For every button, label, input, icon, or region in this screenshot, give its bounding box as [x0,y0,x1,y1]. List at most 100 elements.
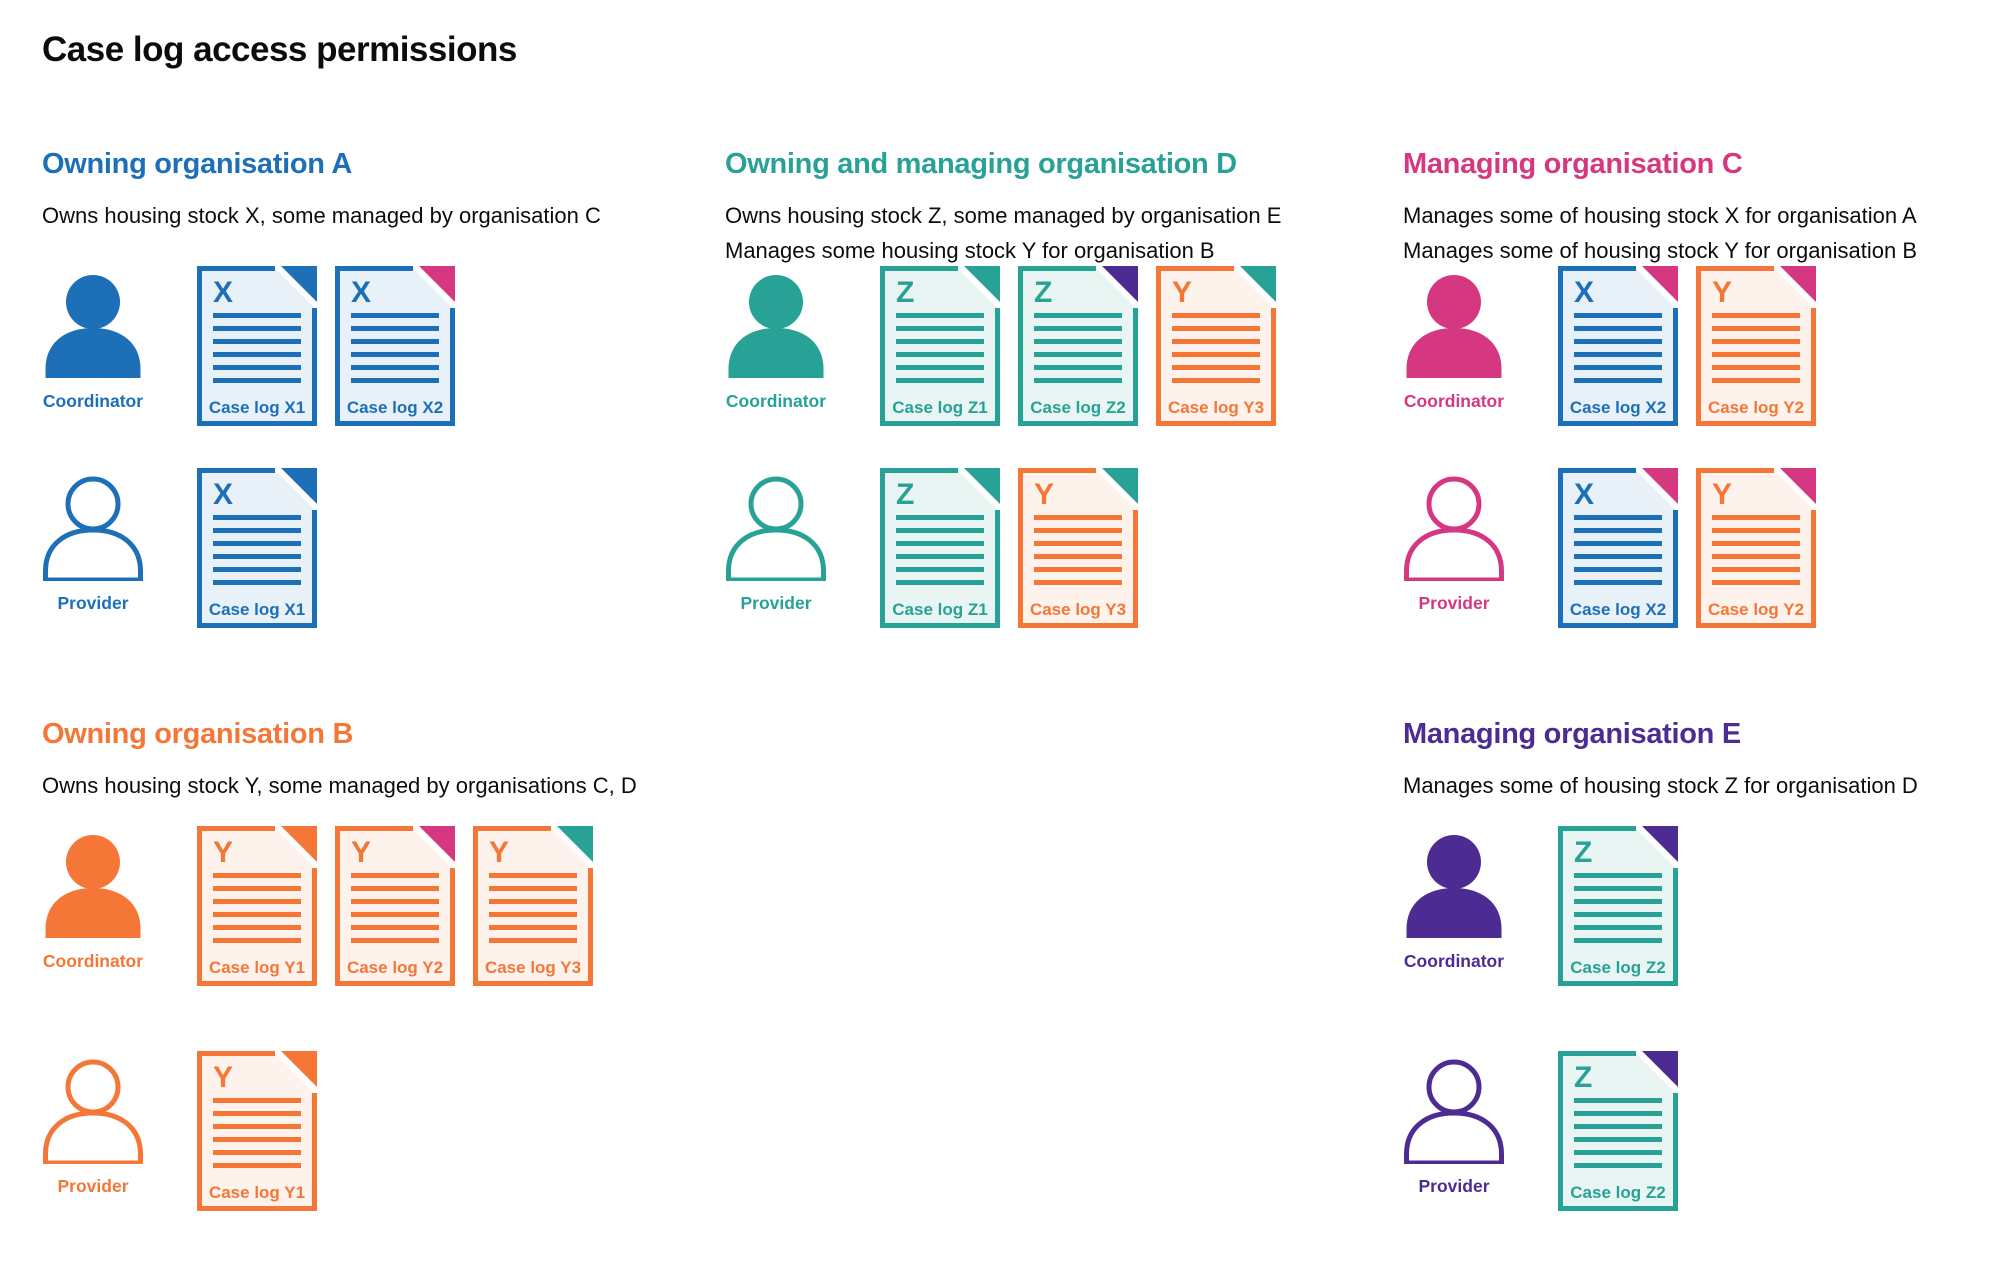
description-line: Manages some of housing stock Z for orga… [1403,773,1918,798]
case-log-document-icon: Z Case log Z2 [1018,266,1138,426]
folded-corner-teal [1102,468,1138,504]
case-log-label: Case log Y2 [1708,398,1804,417]
case-log-documents: X Case log X1 [197,468,317,628]
case-log-doc-case-log-x1: X Case log X1 [197,266,317,426]
text-line [1574,925,1662,930]
stock-letter: Y [1712,276,1732,309]
stock-letter: Y [213,1061,233,1094]
text-line [1712,515,1800,520]
folded-corner-teal [557,826,593,862]
stock-letter: Y [489,836,509,869]
persona-label: Coordinator [42,951,144,971]
text-line [1172,378,1260,383]
text-line [896,541,984,546]
document-page [197,468,317,628]
text-line [1574,1150,1662,1155]
text-line [1574,313,1662,318]
document-page [1018,468,1138,628]
document-page [880,468,1000,628]
folded-corner-purple [1102,266,1138,302]
text-line [1034,352,1122,357]
case-log-doc-case-log-y3: Y Case log Y3 [1156,266,1276,426]
case-log-doc-case-log-y1: Y Case log Y1 [197,826,317,986]
text-line [213,352,301,357]
persona-label: Provider [1418,1176,1490,1196]
case-log-doc-case-log-z1: Z Case log Z1 [880,266,1000,426]
text-line [1172,339,1260,344]
text-line [1034,326,1122,331]
folded-corner-pink [1780,266,1816,302]
case-log-label: Case log X2 [1570,600,1666,619]
text-line [351,886,439,891]
case-log-label: Case log Y2 [1708,600,1804,619]
text-line [1034,365,1122,370]
text-line [1034,313,1122,318]
section-description: Owns housing stock Y, some managed by or… [42,768,637,803]
case-log-doc-case-log-y3: Y Case log Y3 [1018,468,1138,628]
person-filled-icon [45,275,141,378]
persona-coordinator: Coordinator [1403,266,1505,412]
case-log-documents: Y Case log Y1 Y Case log Y2 Y Case log Y3 [197,826,593,986]
persona-provider: Provider [42,468,144,614]
persona-label: Coordinator [1403,391,1505,411]
case-log-documents: X Case log X2 Y Case log Y2 [1558,468,1816,628]
persona-coordinator: Coordinator [1403,826,1505,972]
case-log-document-icon: Z Case log Z1 [880,266,1000,426]
section-owning-organisation-a: Owning organisation A Owns housing stock … [42,148,601,628]
person-filled-icon [1406,275,1502,378]
text-line [213,1111,301,1116]
text-line [489,938,577,943]
section-description: Manages some of housing stock X for orga… [1403,198,1917,268]
person-outline-icon [1404,1059,1504,1164]
text-line [213,580,301,585]
case-log-label: Case log X2 [1570,398,1666,417]
text-line [213,1137,301,1142]
text-line [896,528,984,533]
persona-coordinator: Coordinator [42,266,144,412]
text-line [213,554,301,559]
text-line [896,326,984,331]
section-description: Owns housing stock Z, some managed by or… [725,198,1281,268]
text-line [489,925,577,930]
folded-corner-orange [281,826,317,862]
case-log-label: Case log Y3 [1030,600,1126,619]
case-log-documents: Z Case log Z1 Y Case log Y3 [880,468,1138,628]
coordinator-row: Coordinator X Case log X1 X Case log X2 [42,266,455,426]
description-line: Owns housing stock Y, some managed by or… [42,773,637,798]
stock-letter: Z [1574,1061,1592,1094]
case-log-document-icon: Z Case log Z2 [1558,1051,1678,1211]
document-page [335,266,455,426]
section-description: Owns housing stock X, some managed by or… [42,198,601,233]
case-log-doc-case-log-x2: X Case log X2 [1558,266,1678,426]
text-line [213,1163,301,1168]
text-line [1574,912,1662,917]
case-log-document-icon: Y Case log Y2 [335,826,455,986]
stock-letter: Z [896,478,914,511]
text-line [213,925,301,930]
text-line [896,352,984,357]
text-line [1034,528,1122,533]
text-line [1712,528,1800,533]
text-line [213,528,301,533]
text-line [1574,886,1662,891]
description-line: Manages some of housing stock Y for orga… [1403,238,1918,263]
stock-letter: Y [1712,478,1732,511]
case-log-doc-case-log-y2: Y Case log Y2 [335,826,455,986]
text-line [1574,378,1662,383]
case-log-document-icon: Y Case log Y2 [1696,468,1816,628]
text-line [1712,352,1800,357]
document-page [1696,468,1816,628]
text-line [1034,580,1122,585]
case-log-label: Case log Y2 [347,958,443,977]
case-log-document-icon: X Case log X2 [335,266,455,426]
description-line: Manages some of housing stock X for orga… [1403,203,1917,228]
persona-coordinator: Coordinator [42,826,144,972]
text-line [1034,541,1122,546]
folded-corner-teal [1240,266,1276,302]
text-line [1712,554,1800,559]
section-title: Owning organisation A [42,148,353,180]
text-line [213,938,301,943]
case-log-doc-case-log-y1: Y Case log Y1 [197,1051,317,1211]
text-line [213,365,301,370]
text-line [213,515,301,520]
